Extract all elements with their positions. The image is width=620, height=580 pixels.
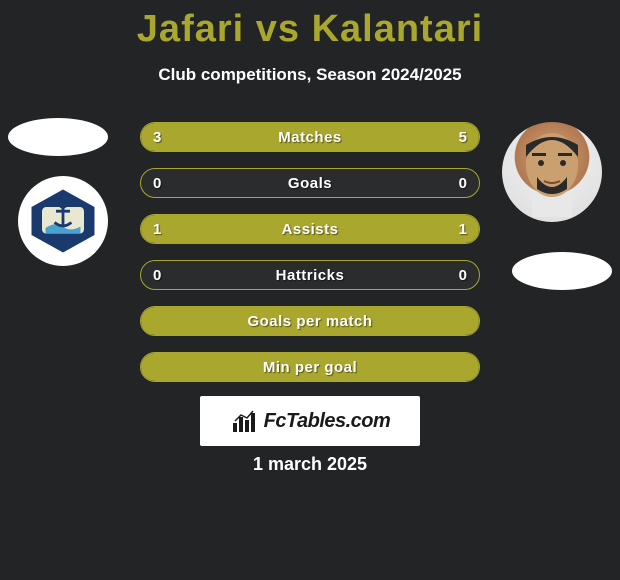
- stat-row-hattricks: 0 Hattricks 0: [140, 260, 480, 290]
- comparison-subtitle: Club competitions, Season 2024/2025: [0, 65, 620, 85]
- stat-row-assists: 1 Assists 1: [140, 214, 480, 244]
- stat-value-right: 5: [459, 129, 467, 146]
- stat-label: Goals: [141, 175, 479, 192]
- site-label: FcTables.com: [264, 410, 391, 433]
- site-badge: FcTables.com: [200, 396, 420, 446]
- player-portrait-icon: [512, 127, 592, 217]
- site-logo-icon: [230, 407, 258, 435]
- stat-label: Goals per match: [141, 313, 479, 330]
- stat-row-min-per-goal: Min per goal: [140, 352, 480, 382]
- stat-label: Matches: [141, 129, 479, 146]
- stat-value-right: 0: [459, 175, 467, 192]
- comparison-title: Jafari vs Kalantari: [0, 0, 620, 51]
- stat-value-right: 0: [459, 267, 467, 284]
- left-club-badge: [18, 176, 108, 266]
- stat-label: Assists: [141, 221, 479, 238]
- anchor-club-logo-icon: [28, 186, 98, 256]
- stat-value-right: 1: [459, 221, 467, 238]
- stats-container: 3 Matches 5 0 Goals 0 1 Assists 1 0 Hatt…: [140, 122, 480, 398]
- stat-row-goals: 0 Goals 0: [140, 168, 480, 198]
- comparison-date: 1 march 2025: [0, 454, 620, 475]
- left-player-ellipse: [8, 118, 108, 156]
- stat-row-goals-per-match: Goals per match: [140, 306, 480, 336]
- right-player-ellipse: [512, 252, 612, 290]
- stat-label: Hattricks: [141, 267, 479, 284]
- stat-row-matches: 3 Matches 5: [140, 122, 480, 152]
- right-player-photo: [502, 122, 602, 222]
- stat-label: Min per goal: [141, 359, 479, 376]
